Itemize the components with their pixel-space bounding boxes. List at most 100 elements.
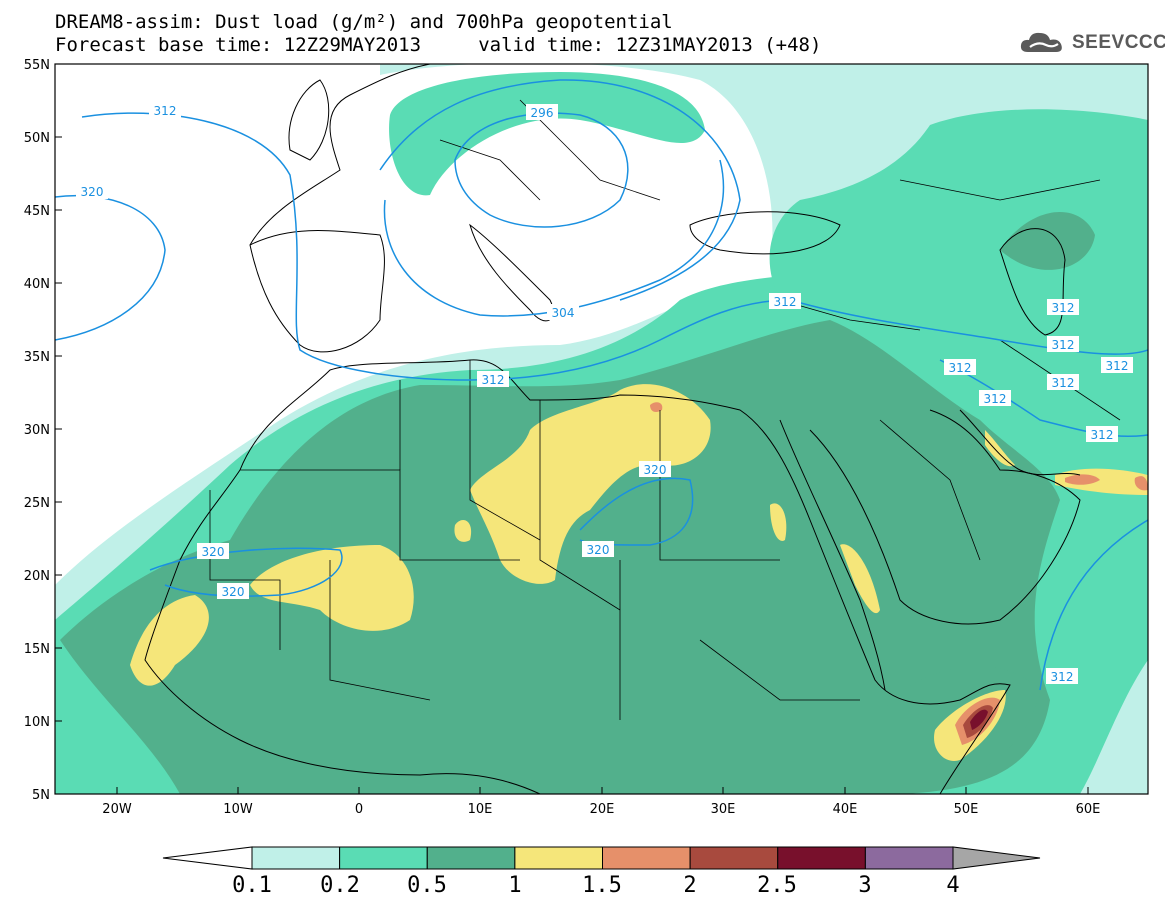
colorbar-box — [426, 846, 516, 870]
border-line — [240, 469, 520, 561]
contour-label: 320 — [81, 185, 104, 199]
borders — [209, 99, 1121, 720]
border-line — [329, 560, 431, 701]
lat-label: 30N — [24, 423, 50, 438]
contour-labels: 312 320 296 304 312 320 320 320 320 312 … — [76, 102, 1133, 684]
dust-field-0-5-caspian — [1000, 212, 1095, 270]
dust-field-1-mali — [250, 545, 414, 631]
colorbar-box — [339, 846, 428, 870]
border-line — [899, 179, 1101, 201]
lat-label: 10N — [24, 715, 50, 730]
border-line — [659, 410, 780, 561]
border-line — [879, 419, 981, 561]
lat-label: 20N — [24, 569, 50, 584]
contour-label: 312 — [1051, 670, 1074, 684]
colorbar-min-arrow — [162, 846, 253, 870]
lat-label: 35N — [24, 350, 50, 365]
lat-label: 15N — [24, 642, 50, 657]
lon-label: 30E — [711, 802, 736, 817]
colorbar-boxes — [251, 846, 954, 870]
logo-text: SEEVCCC — [1072, 32, 1165, 53]
britain-coast — [288, 79, 330, 161]
colorbar-tick-label: 0.1 — [232, 873, 272, 898]
contour-312-indian — [1039, 519, 1148, 691]
border-line — [539, 400, 621, 611]
colorbar-box — [251, 846, 341, 870]
west-africa-coast — [144, 469, 541, 794]
lat-label: 55N — [24, 58, 50, 73]
contour-label: 312 — [984, 392, 1007, 406]
lon-label: 60E — [1076, 802, 1101, 817]
lon-labels: 20W 10W 0 10E 20E 30E 40E 50E 60E — [102, 802, 1100, 817]
lon-label: 20W — [102, 802, 132, 817]
dust-field-1-persian — [985, 430, 1015, 467]
lat-labels: 55N 50N 45N 40N 35N 30N 25N 20N 15N 10N … — [24, 58, 50, 803]
map-subtitle: Forecast base time: 12Z29MAY2013 valid t… — [55, 34, 822, 56]
arabia-coast — [809, 409, 1081, 625]
colorbar: 0.1 0.2 0.5 1 1.5 2 2.5 3 4 — [162, 846, 1041, 898]
map-title: DREAM8-assim: Dust load (g/m²) and 700hP… — [55, 11, 673, 33]
lon-label: 10E — [468, 802, 493, 817]
dust-field-0-2-north — [389, 72, 705, 196]
colorbar-tick-label: 4 — [946, 873, 959, 898]
colorbar-tick-label: 3 — [858, 873, 871, 898]
lat-label: 50N — [24, 131, 50, 146]
lat-label: 25N — [24, 496, 50, 511]
lon-label: 50E — [954, 802, 979, 817]
colorbar-tick-label: 1 — [508, 873, 521, 898]
seevccc-logo: SEEVCCC — [1018, 30, 1165, 56]
colorbar-box — [864, 846, 954, 870]
colorbar-tick-label: 1.5 — [582, 873, 622, 898]
contour-label: 320 — [644, 463, 667, 477]
europe-coast — [249, 64, 431, 246]
dust-field-1-blob2 — [454, 520, 472, 542]
border-line — [699, 639, 860, 701]
border-line — [209, 490, 281, 650]
colorbar-box — [602, 846, 691, 870]
contour-label: 312 — [1091, 428, 1114, 442]
contour-label: 312 — [482, 373, 505, 387]
colorbar-box — [689, 846, 779, 870]
contour-312-north — [81, 112, 1148, 381]
lat-label: 40N — [24, 277, 50, 292]
lon-label: 0 — [355, 802, 363, 817]
coastlines — [144, 64, 1081, 794]
dust-field-2-5-somalia — [970, 709, 988, 730]
contour-label: 312 — [949, 361, 972, 375]
contour-label: 320 — [202, 545, 225, 559]
lon-label: 10W — [223, 802, 253, 817]
border-line — [469, 360, 541, 541]
dust-field-1-redsea — [840, 544, 880, 614]
border-line — [439, 139, 541, 201]
contour-label: 296 — [531, 106, 554, 120]
dust-field-1-5-egypt — [650, 402, 663, 413]
contour-312-europe — [379, 79, 741, 301]
contour-296 — [454, 112, 629, 228]
dust-field-1-5-gulf — [1065, 474, 1100, 485]
dust-field-1-senegal — [130, 595, 209, 686]
map-area: 312 320 296 304 312 320 320 320 320 312 … — [55, 64, 1148, 794]
colorbar-tick-label: 0.5 — [407, 873, 447, 898]
contour-label: 304 — [552, 306, 575, 320]
africa-coast — [239, 359, 1011, 794]
colorbar-box — [514, 846, 603, 870]
colorbar-tick-label: 2.5 — [757, 873, 797, 898]
colorbar-tick-label: 0.2 — [320, 873, 360, 898]
colorbar-box — [777, 846, 866, 870]
lat-label: 5N — [32, 788, 50, 803]
colorbar-max-arrow — [952, 846, 1041, 870]
dust-field-1-blob1 — [770, 503, 787, 541]
contour-label: 312 — [1052, 338, 1075, 352]
axis-ticks — [55, 63, 1089, 794]
cloud-icon — [1020, 32, 1062, 52]
contour-label: 312 — [774, 295, 797, 309]
contour-label: 312 — [1052, 301, 1075, 315]
contour-label: 312 — [1052, 376, 1075, 390]
lon-label: 40E — [833, 802, 858, 817]
contour-label: 312 — [154, 104, 177, 118]
persian-gulf-coast — [959, 409, 1081, 476]
lat-label: 45N — [24, 204, 50, 219]
contour-label: 312 — [1106, 359, 1129, 373]
dust-field-1-5-gulf-east — [1134, 476, 1148, 491]
